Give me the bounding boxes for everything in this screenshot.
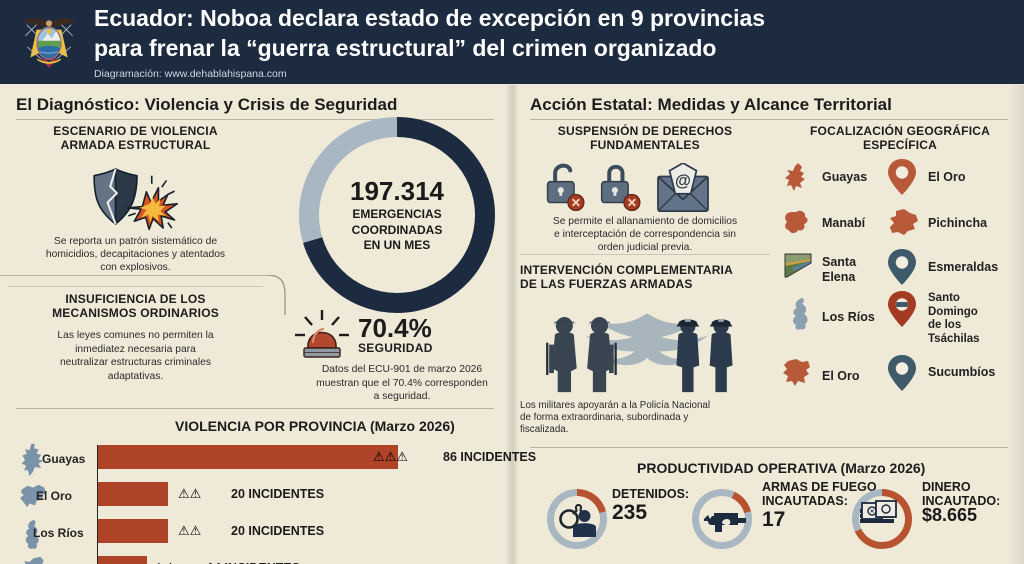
svg-text:@: @ [675,172,691,190]
